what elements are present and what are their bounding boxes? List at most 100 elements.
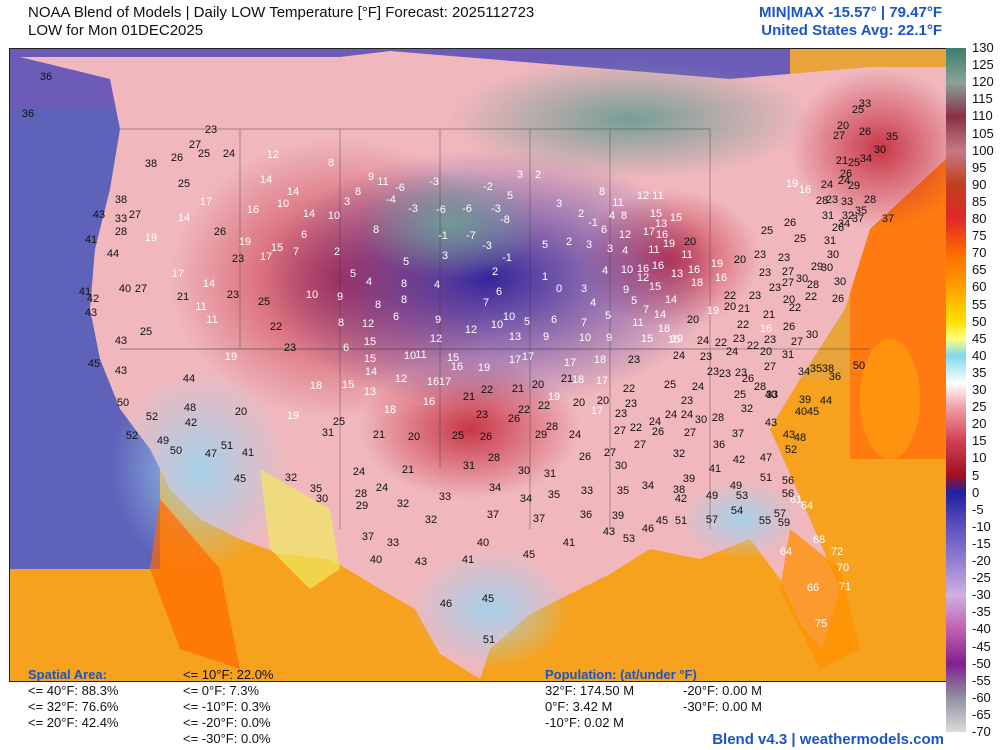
temperature-value-label: 5	[542, 239, 548, 251]
temperature-value-label: 38	[115, 194, 127, 206]
temperature-value-label: 57	[706, 514, 718, 526]
temperature-value-label: 25	[848, 157, 860, 169]
temperature-value-label: 64	[780, 546, 792, 558]
temperature-value-label: 1	[542, 271, 548, 283]
temperature-value-label: -8	[500, 214, 510, 226]
temperature-value-label: 22	[789, 302, 801, 314]
temperature-value-label: 41	[709, 463, 721, 475]
temperature-value-label: 23	[700, 351, 712, 363]
temperature-value-label: 14	[665, 294, 677, 306]
temperature-value-label: 68	[813, 534, 825, 546]
temperature-value-label: 27	[791, 336, 803, 348]
temperature-value-label: 23	[227, 289, 239, 301]
colorbar-tick-label: -15	[972, 535, 991, 551]
temperature-value-label: -1	[438, 230, 448, 242]
temperature-value-label: 19	[239, 236, 251, 248]
colorbar-tick-label: 105	[972, 125, 994, 141]
temperature-value-label: 47	[205, 448, 217, 460]
temperature-value-label: 24	[821, 179, 833, 191]
temperature-value-label: 2	[535, 169, 541, 181]
temperature-value-label: 18	[384, 404, 396, 416]
colorbar-tick-label: -45	[972, 638, 991, 654]
temperature-value-label: 33	[581, 485, 593, 497]
temperature-value-label: 24	[376, 482, 388, 494]
temperature-value-label: 17	[200, 196, 212, 208]
temperature-value-label: 14	[303, 208, 315, 220]
temperature-value-label: 54	[731, 505, 743, 517]
temperature-value-label: 8	[375, 299, 381, 311]
temperature-value-label: 34	[489, 482, 501, 494]
temperature-value-label: 22	[630, 422, 642, 434]
temperature-value-label: 31	[822, 210, 834, 222]
temperature-value-label: 22	[715, 337, 727, 349]
temperature-value-label: 21	[373, 429, 385, 441]
colorbar-tick-label: 80	[972, 211, 987, 226]
map-subtitle: LOW for Mon 01DEC2025	[28, 22, 204, 39]
temperature-value-label: 27	[764, 361, 776, 373]
temperature-value-label: -1	[588, 217, 598, 229]
temperature-value-label: 8	[401, 278, 407, 290]
temperature-value-label: 25	[734, 389, 746, 401]
temperature-value-label: 23	[764, 334, 776, 346]
temperature-value-label: 12	[430, 333, 442, 345]
temperature-value-label: 10	[503, 311, 515, 323]
map-header: NOAA Blend of Models | Daily LOW Tempera…	[28, 4, 534, 40]
temperature-value-label: 12	[619, 229, 631, 241]
temperature-value-label: 3	[517, 169, 523, 181]
temperature-value-label: 15	[668, 334, 680, 346]
temperature-value-label: 5	[605, 310, 611, 322]
temperature-value-label: 22	[724, 290, 736, 302]
colorbar-tick-label: 55	[972, 296, 987, 312]
temperature-value-label: 27	[634, 439, 646, 451]
temperature-value-label: 16	[423, 396, 435, 408]
temperature-value-label: -3	[482, 240, 492, 252]
temperature-value-label: 26	[832, 222, 844, 234]
temperature-value-label: 19	[711, 258, 723, 270]
temperature-value-label: 4	[590, 297, 596, 309]
subzero-dakotas	[360, 169, 540, 279]
temperature-value-label: -3	[429, 176, 439, 188]
temperature-value-label: 31	[544, 468, 556, 480]
temperature-value-label: 11	[612, 197, 623, 209]
temperature-value-label: 40	[795, 406, 807, 418]
temperature-value-label: 3	[556, 198, 562, 210]
temperature-value-label: 14	[203, 278, 215, 290]
temperature-value-label: 32	[741, 403, 753, 415]
temperature-value-label: 16	[656, 229, 668, 241]
temperature-value-label: 24	[649, 416, 661, 428]
temperature-value-label: 24	[692, 381, 704, 393]
brand-credit: Blend v4.3 | weathermodels.com	[712, 731, 944, 748]
map-title: NOAA Blend of Models | Daily LOW Tempera…	[28, 4, 535, 21]
temperature-value-label: -2	[483, 181, 493, 193]
temperature-value-label: 25	[452, 430, 464, 442]
temperature-value-label: 14	[287, 186, 299, 198]
temperature-value-label: 11	[648, 244, 659, 256]
temperature-value-label: 12	[395, 373, 407, 385]
temperature-value-label: 31	[463, 460, 475, 472]
temperature-value-label: 2	[566, 236, 572, 248]
temperature-value-label: 35	[810, 363, 822, 375]
temperature-value-label: 9	[435, 314, 441, 326]
temperature-value-label: 17	[596, 375, 608, 387]
colorbar-tick-label: 85	[972, 193, 987, 209]
temperature-value-label: 30	[518, 465, 530, 477]
colorbar-tick-label: 45	[972, 330, 987, 346]
temperature-value-label: 2	[578, 208, 584, 220]
temperature-value-label: 26	[652, 426, 664, 438]
temperature-value-label: 33	[115, 213, 127, 225]
temperature-value-label: 22	[270, 321, 282, 333]
temperature-value-label: 42	[675, 493, 687, 505]
colorbar-tick-label: -50	[972, 655, 991, 671]
temperature-value-label: 26	[214, 226, 226, 238]
temperature-value-label: 32	[842, 210, 854, 222]
colorbar-tick-label: 60	[972, 279, 987, 295]
temperature-value-label: 33	[841, 196, 853, 208]
temperature-value-label: 10	[491, 319, 503, 331]
temperature-value-label: 41	[79, 286, 91, 298]
temperature-value-label: 29	[848, 180, 860, 192]
temperature-value-label: 15	[641, 333, 653, 345]
temperature-value-label: 20	[783, 294, 795, 306]
temperature-value-label: -6	[395, 182, 405, 194]
colorbar-tick-label: 110	[972, 108, 993, 124]
temperature-value-label: 36	[580, 509, 592, 521]
